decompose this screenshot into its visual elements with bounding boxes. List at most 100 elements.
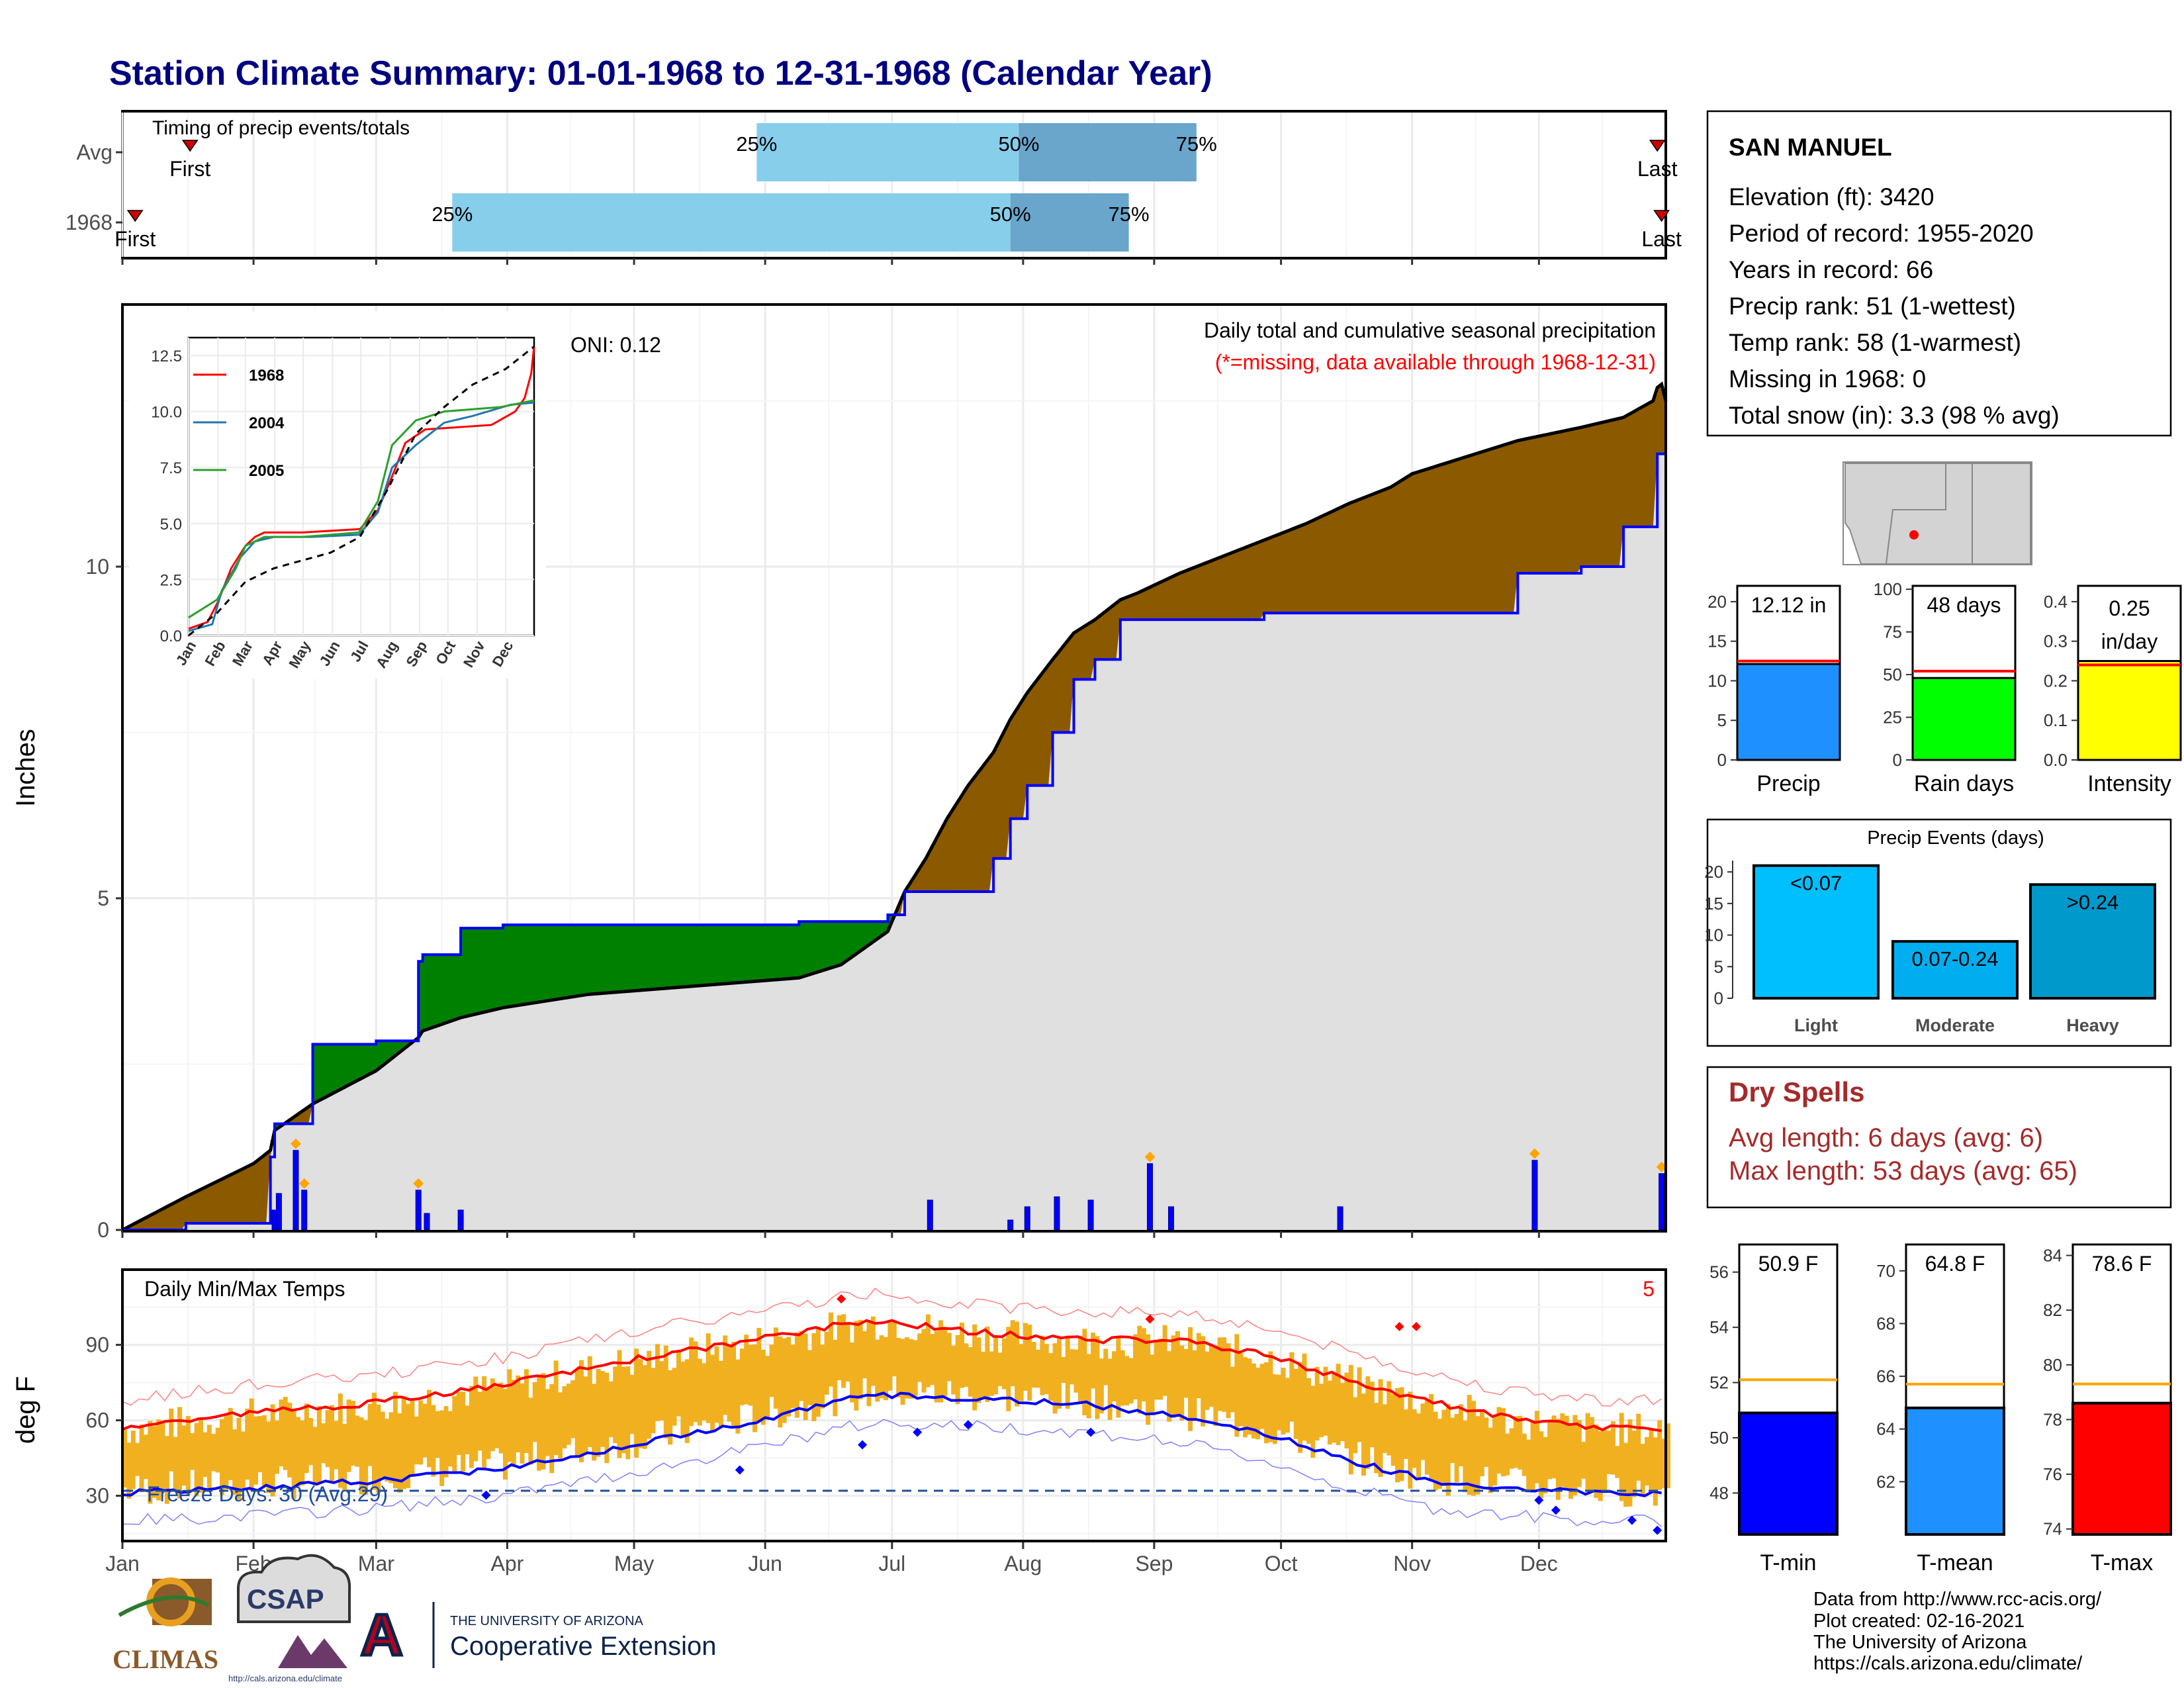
precip-diff-segment [1357, 499, 1362, 614]
daily-temp-range-bar [477, 1391, 482, 1451]
daily-precip-bar [275, 1193, 282, 1231]
precip-diff-segment [1255, 542, 1261, 620]
daily-precip-bar [1054, 1196, 1060, 1231]
daily-temp-range-bar [980, 1352, 985, 1397]
daily-temp-range-bar [596, 1369, 601, 1457]
footer-line4: https://cals.arizona.edu/climate/ [1813, 1653, 2083, 1674]
inset-ytick-label: 12.5 [151, 348, 182, 365]
avg-min-temp-line [122, 1391, 1662, 1497]
precip-diff-segment [1112, 604, 1117, 660]
temp-bar-tick-label: 68 [1876, 1313, 1895, 1333]
daily-temp-range-bar [574, 1369, 580, 1456]
inset-legend-label: 2004 [249, 414, 285, 432]
daily-temp-range-bar [275, 1421, 279, 1474]
temp-ytick-label: 60 [85, 1409, 109, 1432]
daily-temp-range-bar [219, 1419, 224, 1495]
precip-diff-segment [338, 1044, 343, 1090]
precip-diff-segment [160, 1209, 165, 1230]
daily-temp-range-bar [1530, 1420, 1535, 1491]
temp-bar-tick-label: 66 [1876, 1366, 1895, 1386]
temp-bar-tick-label: 70 [1876, 1261, 1895, 1281]
inset-legend-label: 2005 [249, 462, 284, 480]
mini-bar-value [1736, 663, 1841, 761]
precip-diff-segment [1095, 618, 1100, 660]
precip-diff-segment [702, 925, 707, 986]
daily-temp-range-bar [1399, 1387, 1404, 1481]
daily-temp-range-bar [1441, 1409, 1447, 1486]
daily-temp-range-bar [1226, 1343, 1231, 1419]
precip-diff-segment [1077, 629, 1083, 680]
precip-diff-segment [663, 925, 668, 989]
precip-diff-segment [980, 766, 986, 892]
temp-ytick-label: 30 [85, 1484, 109, 1508]
daily-temp-range-bar [516, 1375, 521, 1453]
precip-title: Daily total and cumulative seasonal prec… [1204, 318, 1656, 342]
precip-diff-segment [1492, 447, 1498, 614]
daily-temp-range-bar [1416, 1413, 1422, 1480]
precip-diff-segment [549, 925, 555, 1000]
precip-diff-segment [199, 1189, 204, 1223]
daily-temp-range-bar [875, 1339, 880, 1402]
daily-temp-range-bar [884, 1336, 888, 1401]
precip-diff-segment [312, 1044, 318, 1103]
precip-diff-segment [710, 925, 715, 985]
daily-temp-range-bar [388, 1412, 394, 1483]
dry-spells-box: Dry Spells Avg length: 6 days (avg: 6) M… [1706, 1066, 2172, 1209]
precip-diff-segment [181, 1197, 187, 1230]
precip-diff-segment [1631, 411, 1637, 527]
precip-diff-segment [1128, 595, 1134, 620]
precip-diff-segment [1023, 696, 1028, 819]
events-category-label: Light [1794, 1015, 1838, 1035]
precip-diff-segment [1162, 580, 1167, 620]
temp-bar-value [1905, 1406, 2005, 1536]
daily-temp-range-bar [1208, 1344, 1214, 1407]
daily-temp-range-bar [837, 1315, 842, 1381]
daily-temp-range-bar [1572, 1415, 1578, 1495]
daily-temp-range-bar [1281, 1368, 1286, 1435]
precip-diff-segment [854, 921, 859, 955]
daily-temp-range-bar [308, 1418, 314, 1466]
precip-diff-segment [1585, 426, 1590, 567]
daily-temp-range-bar [702, 1363, 707, 1421]
precip-diff-segment [1010, 716, 1015, 819]
precip-diff-segment [1348, 502, 1354, 614]
daily-temp-range-bar [1471, 1401, 1477, 1496]
precip-diff-segment [1623, 416, 1629, 527]
precip-diff-segment [304, 1108, 309, 1124]
record-min-line [122, 1419, 1662, 1527]
daily-temp-range-bar [1496, 1407, 1502, 1474]
precip-diff-segment [355, 1044, 360, 1081]
precip-diff-segment [139, 1219, 144, 1230]
daily-temp-range-bar [570, 1380, 576, 1438]
precip-diff-segment [993, 748, 999, 859]
daily-temp-range-bar [435, 1411, 440, 1458]
precip-diff-segment [1137, 592, 1142, 620]
month-label: Jul [878, 1552, 905, 1575]
mini-bar-tick-label: 0.4 [2044, 592, 2068, 612]
daily-temp-range-bar [642, 1365, 647, 1449]
daily-temp-range-bar [845, 1323, 850, 1382]
daily-temp-range-bar [1031, 1342, 1036, 1388]
precip-diff-segment [477, 928, 482, 1013]
daily-temp-range-bar [439, 1410, 445, 1486]
daily-temp-range-bar [1606, 1430, 1612, 1474]
precip-diff-segment [748, 925, 753, 982]
precip-diff-segment [1572, 428, 1578, 574]
first-event-marker [181, 140, 199, 152]
precip-diff-segment [532, 925, 537, 1003]
precip-diff-segment [245, 1166, 250, 1223]
last-event-label: Last [1637, 157, 1678, 181]
mini-bar-tick-label: 10 [1707, 671, 1727, 690]
precip-diff-segment [1645, 404, 1650, 527]
daily-temp-range-bar [811, 1333, 817, 1421]
precip-diff-segment [794, 925, 800, 978]
daily-temp-range-bar [1158, 1338, 1163, 1400]
daily-temp-range-bar [803, 1333, 808, 1421]
daily-temp-range-bar [828, 1312, 833, 1387]
precip-diff-segment [786, 925, 792, 979]
precip-diff-segment [203, 1187, 208, 1223]
precip-diff-segment [672, 925, 677, 988]
precip-diff-segment [1429, 467, 1434, 614]
daily-temp-range-bar [1518, 1415, 1523, 1470]
daily-temp-range-bar [778, 1336, 783, 1428]
